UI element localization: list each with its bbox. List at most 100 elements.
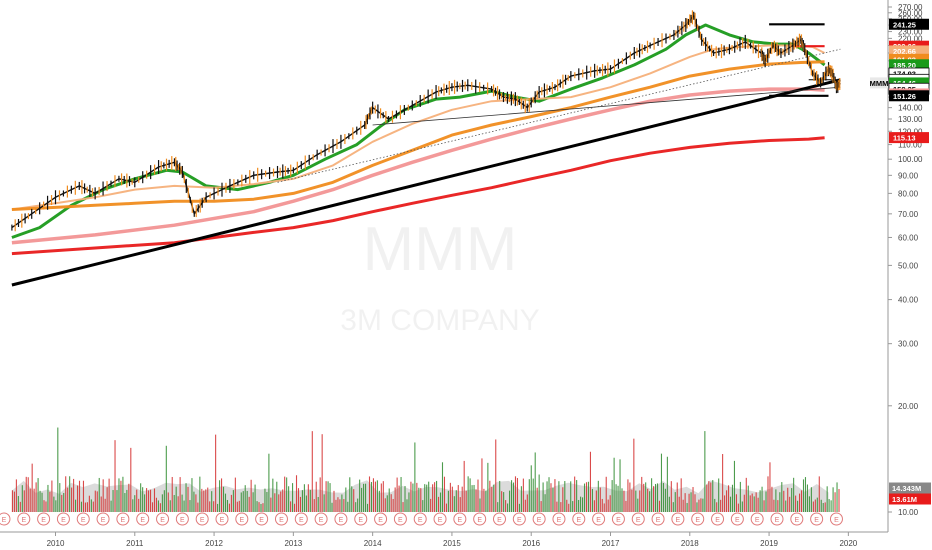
volume-bar xyxy=(59,483,61,512)
volume-bar xyxy=(274,493,276,512)
volume-bar xyxy=(795,495,797,512)
volume-bar xyxy=(179,477,181,512)
volume-bar xyxy=(205,489,207,512)
volume-bar xyxy=(382,481,384,512)
earnings-circle xyxy=(294,512,308,526)
volume-bar xyxy=(576,480,578,512)
volume-bar xyxy=(449,482,451,512)
volume-bar xyxy=(104,498,106,512)
volume-bar xyxy=(394,487,396,512)
volume-bar xyxy=(777,500,779,512)
price-tick-label: 70.00 xyxy=(898,210,919,219)
volume-bar xyxy=(402,502,404,512)
price-label-bg xyxy=(889,90,929,102)
earnings-circle xyxy=(512,512,526,526)
earnings-marker-label: E xyxy=(279,517,284,524)
volume-bar xyxy=(124,493,126,512)
watermark-company: 3M COMPANY xyxy=(340,304,539,337)
earnings-marker-label: E xyxy=(378,517,383,524)
earnings-marker-label: E xyxy=(418,517,423,524)
price-label-bg xyxy=(889,59,929,71)
volume-bar xyxy=(641,476,643,512)
volume-bar xyxy=(629,482,631,512)
volume-bar xyxy=(33,488,35,512)
volume-bar xyxy=(370,481,373,512)
volume-bar xyxy=(380,483,382,512)
volume-bar xyxy=(57,427,59,512)
volume-bar xyxy=(820,499,822,512)
earnings-marker-label: E xyxy=(537,517,542,524)
earnings-circle xyxy=(711,512,725,526)
volume-bar xyxy=(570,481,572,512)
volume-bar xyxy=(67,487,69,512)
volume-bar xyxy=(475,489,477,512)
volume-bar xyxy=(63,492,65,512)
volume-bar xyxy=(580,496,582,512)
volume-bar xyxy=(802,479,805,512)
volume-bar xyxy=(191,478,193,512)
earnings-circle xyxy=(829,512,843,526)
volume-bar xyxy=(499,480,501,512)
volume-bar xyxy=(585,482,588,512)
earnings-circle xyxy=(235,512,249,526)
volume-bar xyxy=(331,502,333,512)
earnings-marker-label: E xyxy=(180,517,185,524)
volume-bar xyxy=(319,477,321,512)
volume-label-value: 14.343M xyxy=(892,484,921,493)
volume-bar xyxy=(810,487,812,512)
volume-bar xyxy=(197,502,199,512)
volume-bar xyxy=(647,488,649,512)
volume-bar xyxy=(637,498,639,512)
volume-bar xyxy=(434,482,436,512)
trend-line xyxy=(277,48,841,183)
volume-bar xyxy=(836,482,838,512)
time-axis: 2010 2011 2012 2013 2014 2015 2016 2017 2018 2019… xyxy=(0,531,888,548)
volume-bar xyxy=(676,482,678,512)
earnings-marker-label: E xyxy=(21,517,26,524)
price-label-value: 185.20 xyxy=(893,61,916,70)
price-tick-label: 10.00 xyxy=(898,508,919,517)
volume-bar xyxy=(524,499,526,512)
volume-bar xyxy=(171,476,173,512)
volume-bar xyxy=(692,487,694,512)
volume-bar xyxy=(686,502,688,512)
volume-bar xyxy=(142,487,144,512)
volume-bar xyxy=(682,499,684,512)
earnings-marker-label: E xyxy=(755,517,760,524)
volume-bar xyxy=(694,494,696,512)
earnings-marker-label: E xyxy=(477,517,482,524)
volume-bar xyxy=(591,488,593,512)
volume-bar xyxy=(639,490,641,512)
volume-bar xyxy=(688,493,690,512)
volume-bar xyxy=(230,494,232,512)
earnings-marker-label: E xyxy=(299,517,304,524)
earnings-circle xyxy=(691,512,705,526)
volume-bar xyxy=(463,460,465,512)
volume-bar xyxy=(554,479,556,512)
earnings-marker-label: E xyxy=(398,517,403,524)
volume-bar xyxy=(552,487,554,512)
volume-bar xyxy=(743,494,745,512)
volume-bar xyxy=(645,482,647,512)
volume-bar xyxy=(286,477,288,512)
earnings-marker-label: E xyxy=(339,517,344,524)
volume-bar xyxy=(623,490,625,512)
volume-bar xyxy=(45,501,47,512)
earnings-marker-label: E xyxy=(200,517,205,524)
volume-bar xyxy=(660,453,663,512)
volume-bar xyxy=(311,431,313,512)
volume-bar xyxy=(69,476,71,512)
volume-bar xyxy=(51,480,53,512)
earnings-circle xyxy=(671,512,685,526)
volume-bar xyxy=(473,484,475,512)
volume-bar xyxy=(422,500,424,512)
volume-bar xyxy=(361,487,363,512)
volume-bar xyxy=(548,477,550,512)
volume-bar xyxy=(151,502,154,512)
price-tick-label: 270.00 xyxy=(898,3,923,12)
volume-bar xyxy=(299,496,302,512)
volume-bar xyxy=(418,487,420,512)
earnings-circle xyxy=(810,512,824,526)
earnings-marker-label: E xyxy=(814,517,819,524)
